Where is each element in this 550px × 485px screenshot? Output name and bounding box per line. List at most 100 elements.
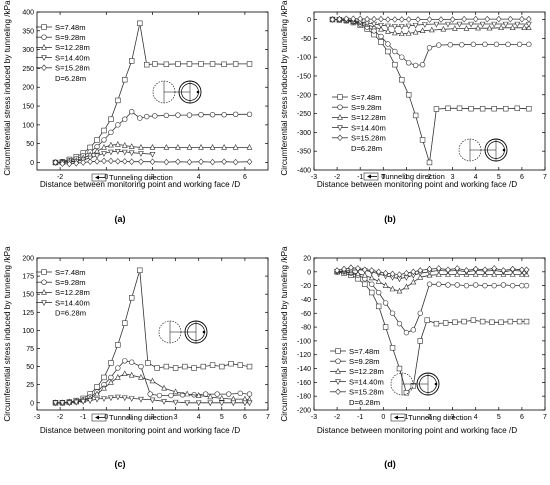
- data-point: [73, 399, 80, 406]
- data-point: [417, 310, 423, 316]
- data-point: [149, 151, 156, 158]
- data-point: [433, 106, 440, 112]
- data-point: [502, 21, 509, 28]
- data-point: [389, 310, 396, 316]
- data-point: [378, 22, 384, 29]
- data-point: [175, 143, 181, 150]
- data-point: [138, 363, 144, 370]
- data-point: [479, 21, 486, 28]
- data-point: [493, 41, 500, 48]
- y-tick-label: -20: [301, 283, 311, 290]
- data-point: [186, 158, 193, 166]
- legend-marker: [41, 288, 47, 295]
- monitoring-point: [202, 330, 206, 334]
- chart-panel-2: -3 -2 -1 0 1 2 3 4 5 6 7 0 -50 -100 -150 -200 -250 -300 -3…: [280, 0, 547, 224]
- data-point: [246, 158, 253, 165]
- panel-label: (b): [384, 214, 396, 224]
- data-point: [392, 48, 398, 55]
- x-tick-label: 3: [451, 174, 455, 181]
- data-point: [449, 16, 456, 23]
- data-point: [94, 137, 100, 143]
- data-point: [403, 329, 410, 336]
- x-tick-label: 7: [543, 174, 547, 181]
- data-point: [154, 365, 160, 371]
- data-point: [202, 391, 209, 397]
- data-point: [516, 318, 523, 325]
- data-point: [101, 157, 107, 165]
- data-point: [198, 61, 204, 67]
- data-point: [482, 266, 488, 274]
- tunneling-direction: Tunneling direction: [91, 413, 173, 422]
- tunneling-direction: Tunneling direction: [91, 173, 173, 182]
- data-point: [436, 42, 442, 48]
- data-point: [128, 371, 135, 378]
- data-point: [403, 269, 410, 277]
- direction-box: [390, 413, 406, 422]
- data-point: [334, 267, 340, 274]
- x-tick-label: 7: [543, 414, 547, 421]
- legend-label: S=7.48m: [55, 268, 86, 277]
- y-tick-label: 150: [22, 292, 34, 299]
- data-point: [101, 384, 107, 391]
- data-point: [452, 25, 458, 31]
- data-point: [355, 270, 361, 277]
- tunnel-schematic: [152, 80, 202, 104]
- data-point: [175, 112, 181, 118]
- data-point: [505, 41, 511, 48]
- data-point: [152, 113, 158, 119]
- data-point: [445, 21, 451, 28]
- data-point: [221, 111, 227, 118]
- data-point: [80, 159, 86, 166]
- data-point: [149, 143, 156, 150]
- data-point: [218, 400, 225, 407]
- data-point: [389, 270, 396, 278]
- legend-label: S=15.28m: [351, 134, 386, 143]
- data-point: [145, 360, 151, 366]
- data-point: [398, 30, 405, 37]
- data-point: [114, 394, 121, 401]
- data-point: [452, 319, 458, 325]
- data-point: [186, 61, 193, 67]
- data-point: [184, 390, 191, 397]
- data-point: [161, 399, 167, 405]
- direction-arrow-icon: [367, 174, 371, 179]
- data-point: [509, 271, 516, 277]
- data-point: [433, 320, 440, 327]
- data-point: [115, 97, 121, 104]
- data-point: [403, 283, 410, 290]
- data-point: [486, 24, 493, 31]
- y-tick-label: 150: [22, 104, 34, 111]
- x-tick-label: -3: [311, 174, 317, 181]
- data-point: [221, 61, 227, 67]
- legend-label: S=15.28m: [349, 388, 384, 397]
- data-point: [163, 158, 170, 166]
- data-point: [470, 317, 477, 323]
- monitoring-point: [502, 148, 506, 152]
- data-point: [87, 155, 94, 162]
- series-5: [329, 15, 532, 23]
- data-point: [149, 377, 156, 384]
- data-point: [73, 159, 80, 167]
- data-point: [521, 24, 528, 31]
- x-tick-label: 6: [243, 174, 247, 181]
- data-point: [436, 281, 442, 287]
- data-point: [382, 282, 389, 288]
- data-point: [94, 390, 100, 397]
- data-point: [375, 278, 382, 284]
- legend-marker: [337, 125, 343, 132]
- direction-label: Tunneling direction: [109, 173, 173, 182]
- x-tick-label: -1: [357, 414, 363, 421]
- data-point: [382, 324, 389, 330]
- data-point: [129, 359, 135, 365]
- data-point: [218, 394, 225, 401]
- data-point: [246, 363, 253, 370]
- data-point: [500, 267, 507, 274]
- data-point: [129, 295, 135, 301]
- y-tick-label: 350: [22, 28, 34, 35]
- data-point: [484, 15, 491, 23]
- data-point: [472, 15, 479, 23]
- legend-label: S=14.40m: [55, 53, 90, 62]
- data-point: [350, 15, 357, 23]
